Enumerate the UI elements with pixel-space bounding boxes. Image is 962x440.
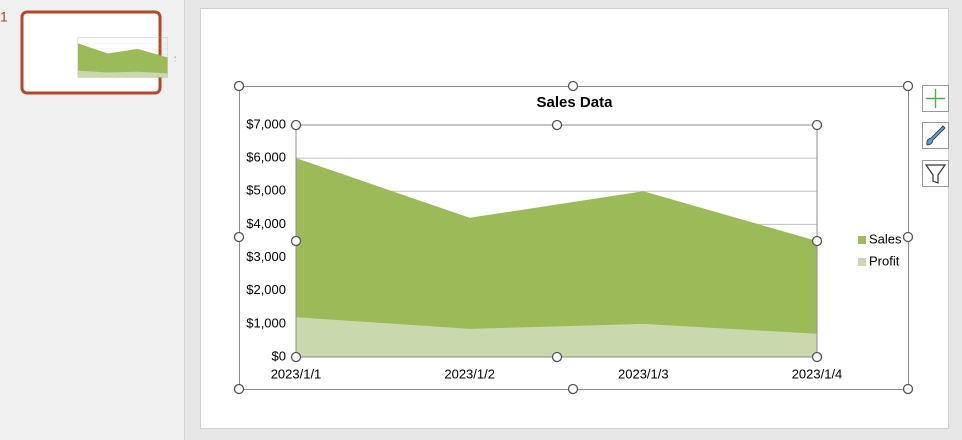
legend-swatch xyxy=(858,236,866,244)
resize-handle xyxy=(811,351,823,363)
area xyxy=(77,70,168,78)
thumbnail-content xyxy=(77,37,176,78)
resize-handle xyxy=(811,119,823,131)
slide-number: 1 xyxy=(0,9,8,25)
y-tick-label: $1,000 xyxy=(246,315,286,330)
y-tick-label: $3,000 xyxy=(246,249,286,264)
legend-swatch xyxy=(174,56,176,58)
x-tick-label: 2023/1/3 xyxy=(618,366,669,381)
resize-handle xyxy=(290,119,302,131)
resize-handle xyxy=(902,383,914,395)
area xyxy=(296,317,817,357)
legend-swatch xyxy=(858,258,866,266)
y-tick-label: $6,000 xyxy=(246,150,286,165)
y-tick-label: $7,000 xyxy=(246,116,286,131)
x-tick-label: 2023/1/2 xyxy=(444,366,495,381)
x-tick-label: 2023/1/4 xyxy=(792,366,843,381)
x-tick-label: 2023/1/1 xyxy=(271,366,322,381)
area xyxy=(77,43,168,78)
plot-area xyxy=(77,37,168,78)
chart-title: Sales Data xyxy=(537,94,614,111)
resize-handle xyxy=(233,383,245,395)
resize-handle xyxy=(811,235,823,247)
resize-handle xyxy=(902,231,914,243)
resize-handle xyxy=(551,351,563,363)
y-tick-label: $5,000 xyxy=(246,183,286,198)
resize-handle xyxy=(567,80,579,92)
chart-buttons xyxy=(922,85,949,187)
resize-handle xyxy=(290,235,302,247)
area xyxy=(296,158,817,357)
legend-swatch xyxy=(174,60,176,62)
filter-icon xyxy=(924,164,947,184)
brush-icon xyxy=(926,125,946,146)
legend-label: Profit xyxy=(869,253,900,268)
y-tick-label: $4,000 xyxy=(246,216,286,231)
resize-handle xyxy=(233,80,245,92)
legend-label: Sales xyxy=(869,231,902,246)
resize-handle xyxy=(290,351,302,363)
resize-handle xyxy=(902,80,914,92)
resize-handle xyxy=(233,231,245,243)
y-tick-label: $2,000 xyxy=(246,282,286,297)
resize-handle xyxy=(567,383,579,395)
plus-icon xyxy=(926,89,945,108)
resize-handle xyxy=(551,119,563,131)
chart: $0 $1,000 $2,000 $3,000 $4,000 $5,000 $6,000 $7… xyxy=(246,94,902,381)
selection-handles xyxy=(233,80,914,395)
y-tick-label: $0 xyxy=(272,348,286,363)
